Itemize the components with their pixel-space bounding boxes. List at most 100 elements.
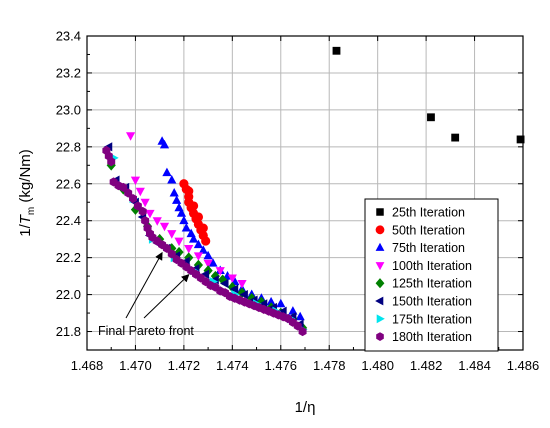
data-point	[227, 274, 237, 284]
data-point	[167, 230, 177, 239]
data-point	[184, 186, 194, 196]
annotation-label: Final Pareto front	[98, 324, 194, 338]
y-tick-label: 22.8	[56, 139, 81, 154]
series-0	[332, 46, 525, 144]
data-point	[427, 113, 435, 122]
data-point	[126, 132, 136, 141]
data-point	[181, 223, 191, 232]
data-point	[293, 321, 302, 331]
data-point	[174, 237, 184, 247]
y-axis-title-main: T	[17, 213, 34, 224]
legend-box	[364, 198, 499, 352]
data-point	[124, 188, 133, 198]
data-point	[208, 258, 218, 267]
y-axis-title-prefix: 1/	[17, 223, 34, 236]
data-point	[159, 139, 170, 149]
data-point	[516, 135, 525, 144]
data-point	[229, 284, 239, 294]
y-axis-title-sub: m	[26, 207, 37, 215]
legend-marker	[375, 225, 385, 235]
legend-marker	[376, 332, 384, 341]
data-point	[220, 278, 229, 289]
data-point	[119, 182, 128, 193]
data-point	[162, 167, 172, 177]
legend-label: 75th Iteration	[392, 241, 465, 255]
y-tick-label: 23.2	[56, 65, 81, 80]
x-tick-label: 1.468	[71, 358, 104, 373]
legend-label: 25th Iteration	[392, 206, 465, 220]
data-point	[188, 234, 199, 243]
data-point	[295, 311, 305, 321]
data-point	[159, 222, 170, 232]
data-point	[193, 252, 204, 261]
legend-entry: 175th Iteration	[376, 312, 472, 326]
y-axis-title: 1/Tm (kg/Nm)	[17, 149, 37, 237]
x-tick-label: 1.482	[410, 358, 443, 373]
y-tick-label: 23.0	[56, 102, 81, 117]
annotation-arrow	[125, 251, 163, 319]
data-point	[167, 249, 176, 259]
data-point	[203, 250, 213, 260]
data-point	[215, 267, 225, 276]
data-point	[140, 198, 150, 208]
axes-layer: 1.468 1.470 1.472 1.474 1.476 1.478 1.480 1.482…	[17, 29, 539, 417]
legend-entry: 100th Iteration	[375, 259, 472, 273]
legend-label: 175th Iteration	[392, 312, 472, 326]
data-point	[169, 187, 179, 197]
x-axis-title: 1/η	[295, 399, 316, 416]
legend-marker	[375, 262, 385, 271]
legend-label: 150th Iteration	[392, 295, 472, 309]
y-tick-label: 23.4	[56, 29, 81, 44]
data-point	[162, 243, 171, 254]
legend: 25th Iteration 50th Iteration 75th Iterati…	[364, 198, 499, 352]
legend-label: 50th Iteration	[392, 223, 465, 237]
data-point	[135, 187, 145, 197]
data-point	[256, 296, 266, 308]
x-tick-label: 1.478	[313, 358, 346, 373]
data-point	[237, 280, 247, 289]
legend-marker	[376, 208, 384, 216]
data-point	[218, 274, 228, 286]
data-point	[130, 176, 141, 186]
y-axis-title-suffix: (kg/Nm)	[17, 149, 34, 207]
data-point	[133, 201, 142, 211]
legend-entry: 125th Iteration	[375, 277, 472, 291]
data-point	[201, 236, 211, 246]
annotation-layer: Final Pareto front	[98, 251, 194, 338]
data-point	[152, 217, 162, 226]
legend-entry: 75th Iteration	[375, 241, 465, 255]
data-point	[288, 306, 298, 315]
legend-marker	[375, 296, 384, 306]
data-point	[129, 193, 138, 204]
data-point	[138, 206, 147, 217]
legend-label: 100th Iteration	[392, 259, 472, 273]
y-tick-label: 22.6	[56, 176, 81, 191]
data-point	[332, 46, 341, 55]
legend-entry: 50th Iteration	[375, 223, 465, 237]
data-point	[198, 223, 208, 233]
data-point	[193, 212, 204, 222]
x-tick-label: 1.486	[507, 358, 540, 373]
x-tick-label: 1.474	[216, 358, 249, 373]
data-point	[179, 215, 189, 225]
x-tick-label: 1.472	[168, 358, 201, 373]
x-tick-label: 1.470	[119, 358, 152, 373]
data-point	[141, 216, 150, 226]
legend-entry: 180th Iteration	[376, 330, 472, 344]
series-2	[157, 136, 305, 321]
data-point	[247, 292, 257, 304]
data-point	[172, 195, 182, 204]
y-tick-label: 22.0	[56, 287, 81, 302]
x-tick-label: 1.480	[361, 358, 394, 373]
x-tick-label: 1.484	[458, 358, 491, 373]
data-point	[266, 296, 276, 306]
legend-entry: 150th Iteration	[375, 295, 472, 309]
data-point	[451, 133, 460, 142]
legend-marker	[375, 278, 385, 289]
legend-entry: 25th Iteration	[376, 206, 465, 220]
data-point	[198, 245, 208, 254]
y-tick-label: 21.8	[56, 324, 81, 339]
data-point	[145, 209, 155, 219]
